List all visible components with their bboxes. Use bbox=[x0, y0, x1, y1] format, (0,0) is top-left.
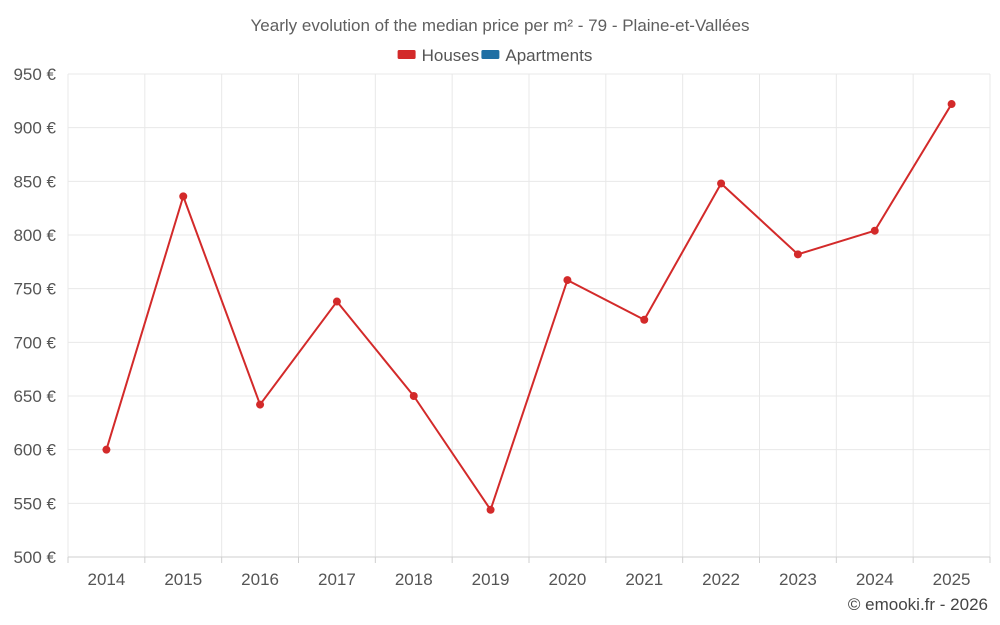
x-tick-label: 2025 bbox=[933, 570, 971, 589]
x-tick-label: 2023 bbox=[779, 570, 817, 589]
x-tick-label: 2015 bbox=[164, 570, 202, 589]
y-tick-label: 600 € bbox=[13, 441, 56, 460]
data-point bbox=[640, 315, 649, 324]
x-axis: 2014 2015 2016 2017 2018 2019 2020 2021 2022 2023… bbox=[67, 556, 991, 589]
x-tick-label: 2014 bbox=[88, 570, 126, 589]
legend-swatch bbox=[397, 50, 416, 59]
y-tick-label: 900 € bbox=[13, 119, 56, 138]
y-tick-label: 950 € bbox=[13, 65, 56, 84]
data-point bbox=[409, 392, 418, 400]
x-tick-label: 2019 bbox=[472, 570, 510, 589]
y-tick-label: 700 € bbox=[13, 333, 56, 352]
y-tick-label: 800 € bbox=[13, 226, 56, 245]
data-point bbox=[486, 505, 495, 514]
data-point bbox=[179, 192, 188, 201]
y-tick-label: 750 € bbox=[13, 280, 56, 299]
legend-label: Houses bbox=[422, 46, 480, 65]
data-point bbox=[717, 179, 726, 188]
data-point bbox=[256, 400, 265, 409]
chart-title: Yearly evolution of the median price per… bbox=[251, 16, 750, 35]
chart-grid bbox=[67, 73, 991, 557]
y-tick-label: 650 € bbox=[13, 387, 56, 406]
data-point bbox=[870, 226, 879, 235]
series-layer bbox=[102, 100, 956, 514]
legend-item-houses: Houses bbox=[397, 46, 480, 65]
data-point bbox=[332, 297, 341, 306]
x-tick-label: 2016 bbox=[241, 570, 279, 589]
data-point bbox=[947, 100, 956, 109]
y-axis: 500 € 550 € 600 € 650 € 700 € 750 € 800 € 850 €… bbox=[13, 65, 56, 567]
data-point bbox=[102, 445, 111, 454]
data-point bbox=[793, 250, 802, 259]
y-tick-label: 850 € bbox=[13, 172, 56, 191]
chart-credit: © emooki.fr - 2026 bbox=[848, 595, 988, 614]
x-tick-label: 2021 bbox=[625, 570, 663, 589]
y-tick-label: 500 € bbox=[13, 548, 56, 567]
data-point bbox=[563, 276, 572, 285]
chart-legend: Houses Apartments bbox=[397, 46, 592, 65]
x-tick-label: 2022 bbox=[702, 570, 740, 589]
legend-label: Apartments bbox=[505, 46, 592, 65]
x-tick-label: 2024 bbox=[856, 570, 894, 589]
series-houses bbox=[102, 100, 956, 514]
legend-swatch bbox=[481, 50, 500, 59]
x-tick-label: 2020 bbox=[549, 570, 587, 589]
x-tick-label: 2018 bbox=[395, 570, 433, 589]
legend-item-apartments: Apartments bbox=[481, 46, 592, 65]
series-line bbox=[105, 103, 953, 511]
y-tick-label: 550 € bbox=[13, 494, 56, 513]
x-tick-label: 2017 bbox=[318, 570, 356, 589]
